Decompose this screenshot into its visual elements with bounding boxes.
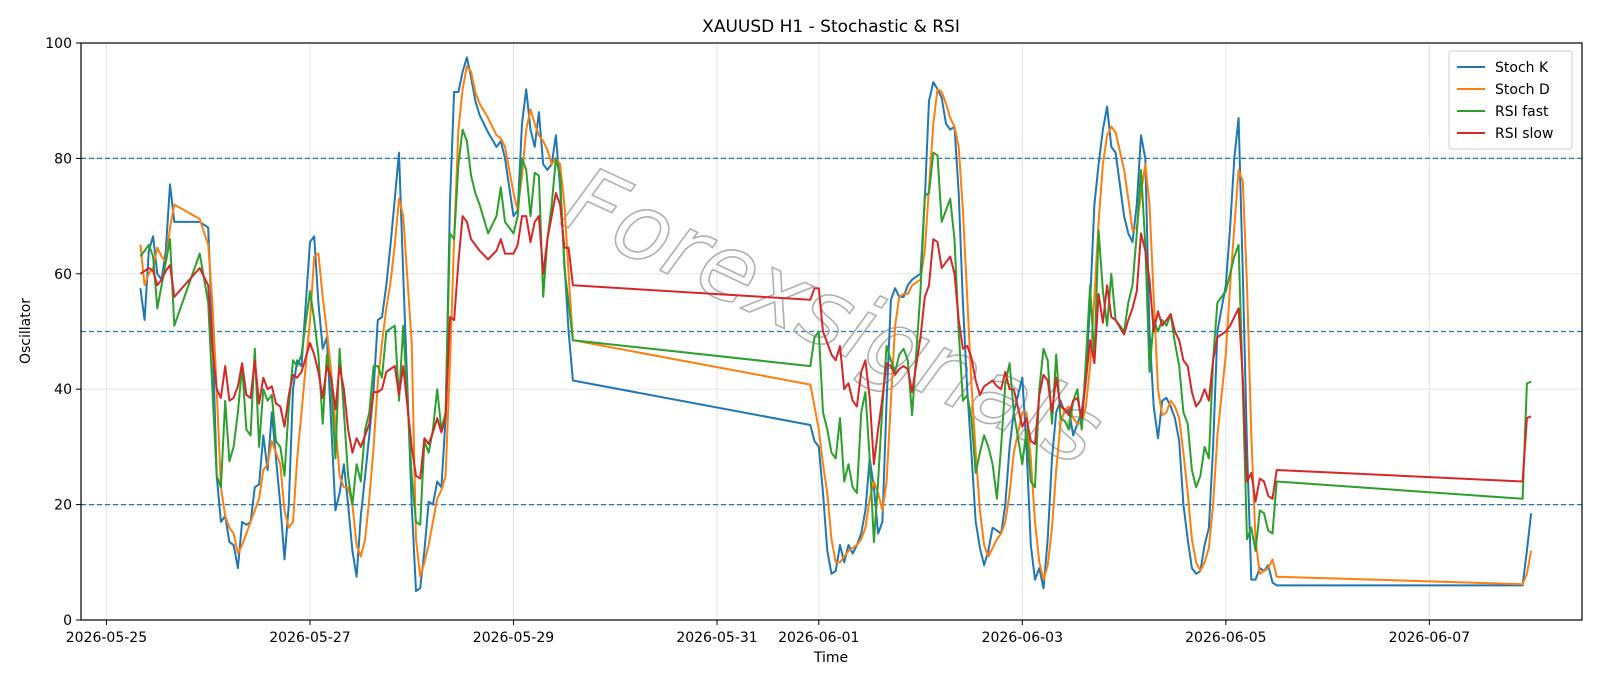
x-tick-label: 2026-06-05 [1185, 630, 1266, 646]
legend: Stoch K Stoch D RSI fast RSI slow [1448, 50, 1573, 150]
legend-label: RSI fast [1495, 104, 1549, 120]
x-tick-label: 2026-06-03 [982, 630, 1063, 646]
y-tick-label: 20 [54, 498, 72, 514]
y-axis: 0 20 40 60 80 100 [45, 36, 81, 629]
series-lines [139, 56, 1533, 593]
x-tick-label: 2026-06-01 [778, 630, 859, 646]
legend-label: Stoch K [1495, 60, 1549, 76]
y-axis-title: Oscillator [18, 298, 34, 364]
y-tick-label: 40 [54, 382, 72, 398]
chart-title: XAUUSD H1 - Stochastic & RSI [702, 17, 960, 37]
legend-box [1448, 50, 1573, 150]
plot-frame [80, 42, 1583, 621]
x-tick-label: 2026-05-27 [269, 630, 350, 646]
y-tick-label: 80 [54, 151, 72, 167]
legend-label: Stoch D [1495, 82, 1550, 98]
x-axis-title: Time [813, 650, 848, 666]
x-tick-label: 2026-05-25 [66, 630, 147, 646]
series-line-rsi-slow [139, 192, 1532, 503]
legend-label: RSI slow [1495, 126, 1553, 142]
y-tick-label: 60 [54, 267, 72, 283]
reference-lines [81, 157, 1582, 506]
x-tick-label: 2026-06-07 [1389, 630, 1470, 646]
series-line-stoch-d [139, 65, 1533, 586]
series-line-rsi-fast [139, 128, 1532, 552]
y-tick-label: 0 [63, 613, 72, 629]
x-tick-label: 2026-05-31 [676, 630, 757, 646]
x-axis: 2026-05-25 2026-05-27 2026-05-29 2026-05-31… [66, 620, 1470, 646]
x-tick-label: 2026-05-29 [473, 630, 554, 646]
y-tick-label: 100 [45, 36, 72, 52]
